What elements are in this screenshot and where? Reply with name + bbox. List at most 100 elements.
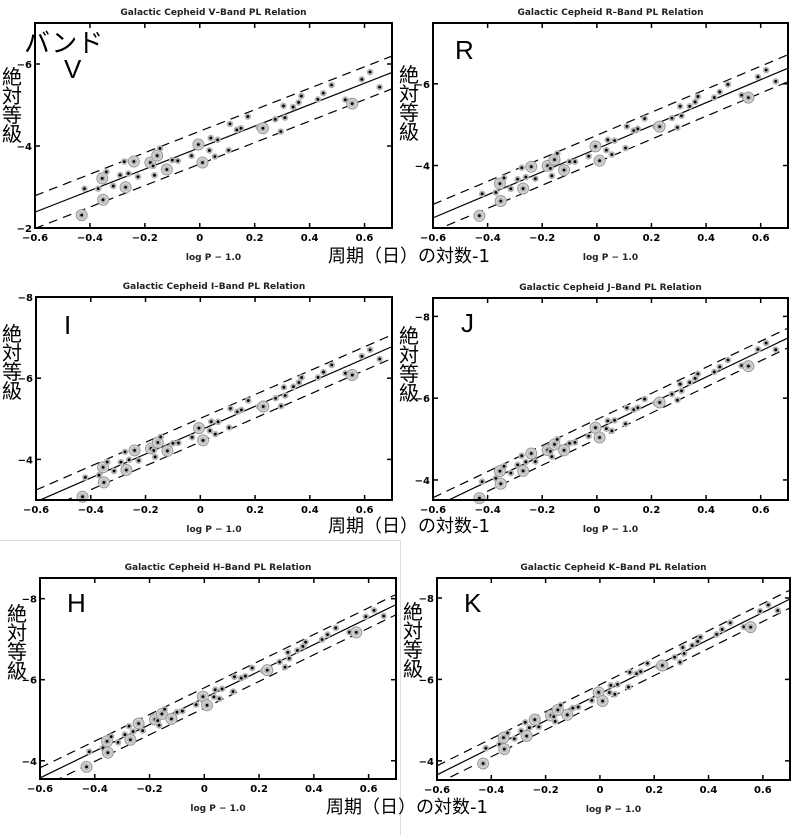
- data-point-center: [197, 426, 201, 430]
- data-point-center: [658, 125, 662, 129]
- data-point-center: [133, 448, 136, 452]
- data-point-center: [523, 720, 527, 724]
- data-point-center: [330, 83, 333, 87]
- data-point-center: [171, 441, 175, 445]
- data-point-center: [562, 168, 566, 172]
- data-point-center: [636, 127, 640, 131]
- x-tick-label: 0.2: [643, 505, 661, 516]
- data-point-center: [613, 418, 616, 422]
- x-tick-label: 0.2: [645, 785, 663, 796]
- data-point-center: [382, 614, 386, 618]
- data-point-center: [116, 741, 120, 744]
- y-tick-label: −4: [419, 757, 434, 768]
- data-point-center: [261, 405, 265, 408]
- data-point-center: [624, 146, 627, 150]
- data-point-center: [231, 690, 235, 693]
- data-point-center: [670, 392, 674, 396]
- data-point-center: [534, 177, 537, 181]
- data-point-center: [555, 152, 559, 155]
- upper-bound-line: [439, 81, 788, 228]
- band-label-k: K: [464, 588, 482, 618]
- data-point-center: [326, 633, 329, 637]
- y-axis-label-k: 絶対等級: [403, 600, 423, 681]
- y-axis-label-r: 絶対等級: [399, 63, 419, 144]
- data-point-center: [216, 138, 220, 142]
- x-axis-label-row2: 周期（日）の対数-1: [328, 516, 490, 537]
- data-point-center: [334, 626, 338, 630]
- data-point-center: [300, 376, 304, 379]
- data-point-center: [283, 665, 287, 669]
- data-point-center: [287, 657, 291, 660]
- data-point-center: [296, 648, 299, 652]
- data-point-center: [239, 676, 243, 680]
- data-point-center: [136, 175, 140, 179]
- data-point-center: [573, 440, 577, 444]
- data-point-center: [681, 646, 685, 649]
- data-point-center: [201, 438, 205, 442]
- data-point-center: [549, 166, 552, 170]
- data-point-center: [740, 93, 743, 97]
- data-point-center: [613, 139, 616, 143]
- chart-title: Galactic Cepheid K–Band PL Relation: [520, 563, 706, 573]
- data-point-center: [213, 688, 217, 692]
- data-point-center: [742, 625, 746, 629]
- y-tick-label: −4: [18, 455, 33, 466]
- data-point-center: [673, 655, 676, 659]
- data-point-center: [111, 184, 115, 188]
- data-point-center: [233, 675, 236, 679]
- band-label-prefix: バンド: [24, 28, 104, 58]
- data-point-center: [274, 396, 278, 400]
- data-point-center: [481, 762, 485, 765]
- data-point-center: [660, 664, 664, 667]
- data-point-center: [616, 683, 619, 686]
- data-point-center: [132, 160, 136, 163]
- data-point-center: [207, 149, 211, 152]
- data-point-center: [635, 672, 638, 676]
- x-axis-label-row3: 周期（日）の対数-1: [326, 797, 488, 818]
- data-point-center: [80, 213, 84, 217]
- data-point-center: [605, 148, 608, 152]
- data-point-center: [559, 703, 562, 707]
- x-tick-label: 0.2: [246, 505, 264, 516]
- data-point-center: [227, 148, 231, 152]
- data-point-center: [201, 695, 205, 699]
- data-point-center: [220, 687, 224, 691]
- data-point-center: [758, 609, 762, 613]
- plot-frame: [34, 22, 393, 229]
- data-point-center: [643, 117, 647, 120]
- data-point-center: [378, 85, 382, 89]
- chart-panel-v: Galactic Cepheid V–Band PL Relation−0.6−…: [17, 8, 393, 263]
- data-point-center: [85, 765, 88, 769]
- data-point-center: [534, 460, 537, 463]
- data-point-center: [553, 442, 556, 446]
- x-axis-title: log P − 1.0: [186, 525, 241, 535]
- data-point-center: [368, 70, 372, 74]
- data-point-center: [726, 83, 730, 86]
- data-point-center: [316, 375, 320, 379]
- x-tick-label: 0.4: [301, 233, 319, 244]
- data-point-center: [378, 357, 382, 361]
- x-tick-label: −0.4: [77, 233, 103, 244]
- data-point-center: [693, 100, 697, 104]
- data-point-center: [141, 729, 145, 733]
- data-point-center: [246, 115, 250, 118]
- data-point-center: [494, 190, 498, 194]
- data-point-center: [348, 630, 351, 634]
- x-axis-title: log P − 1.0: [583, 525, 638, 535]
- data-point-center: [766, 603, 770, 607]
- data-point-center: [494, 476, 498, 480]
- data-point-center: [632, 408, 636, 412]
- data-point-center: [101, 465, 105, 469]
- data-point-center: [643, 397, 647, 401]
- data-point-center: [97, 473, 101, 477]
- data-point-center: [552, 715, 556, 719]
- data-point-center: [502, 747, 506, 751]
- data-point-center: [696, 95, 700, 98]
- x-tick-label: −0.4: [78, 505, 104, 516]
- data-point-center: [279, 404, 283, 408]
- data-point-center: [728, 621, 732, 625]
- data-point-center: [360, 354, 364, 358]
- data-point-center: [156, 719, 160, 723]
- lower-bound-line: [36, 334, 392, 491]
- data-point-center: [159, 435, 163, 439]
